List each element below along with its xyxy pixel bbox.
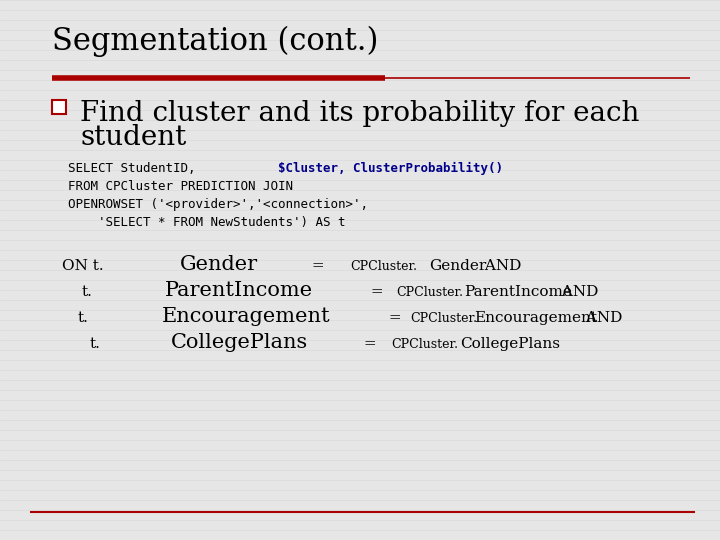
Text: CPCluster.: CPCluster. [410, 312, 477, 325]
Text: Gender: Gender [180, 255, 258, 274]
Text: AND: AND [557, 285, 598, 299]
Text: t.: t. [90, 337, 101, 351]
Text: =: = [366, 285, 388, 299]
Text: FROM CPCluster PREDICTION JOIN: FROM CPCluster PREDICTION JOIN [68, 180, 293, 193]
Text: 'SELECT * FROM NewStudents') AS t: 'SELECT * FROM NewStudents') AS t [68, 216, 346, 229]
Text: ON t.: ON t. [62, 259, 104, 273]
Text: =: = [359, 337, 382, 351]
Text: Encouragement: Encouragement [161, 307, 330, 326]
Text: $Cluster, ClusterProbability(): $Cluster, ClusterProbability() [278, 162, 503, 175]
Text: CPCluster.: CPCluster. [351, 260, 418, 273]
Text: CollegePlans: CollegePlans [171, 333, 308, 352]
Text: CPCluster.: CPCluster. [391, 338, 458, 351]
Text: student: student [80, 124, 186, 151]
Text: AND: AND [581, 311, 622, 325]
Text: AND: AND [480, 259, 521, 273]
Text: CPCluster.: CPCluster. [396, 286, 463, 299]
Text: =: = [307, 259, 330, 273]
Text: Encouragement: Encouragement [474, 311, 598, 325]
Text: CollegePlans: CollegePlans [460, 337, 560, 351]
Text: t.: t. [82, 285, 93, 299]
Text: OPENROWSET ('<provider>','<connection>',: OPENROWSET ('<provider>','<connection>', [68, 198, 368, 211]
Text: ParentIncome: ParentIncome [164, 281, 312, 300]
Text: =: = [384, 311, 406, 325]
Text: t.: t. [78, 311, 89, 325]
Text: Gender: Gender [429, 259, 486, 273]
Text: ParentIncome: ParentIncome [464, 285, 572, 299]
Text: Find cluster and its probability for each: Find cluster and its probability for eac… [80, 100, 639, 127]
Text: SELECT StudentID,: SELECT StudentID, [68, 162, 203, 175]
Bar [52, 100, 66, 114]
Text: Segmentation (cont.): Segmentation (cont.) [52, 26, 379, 57]
